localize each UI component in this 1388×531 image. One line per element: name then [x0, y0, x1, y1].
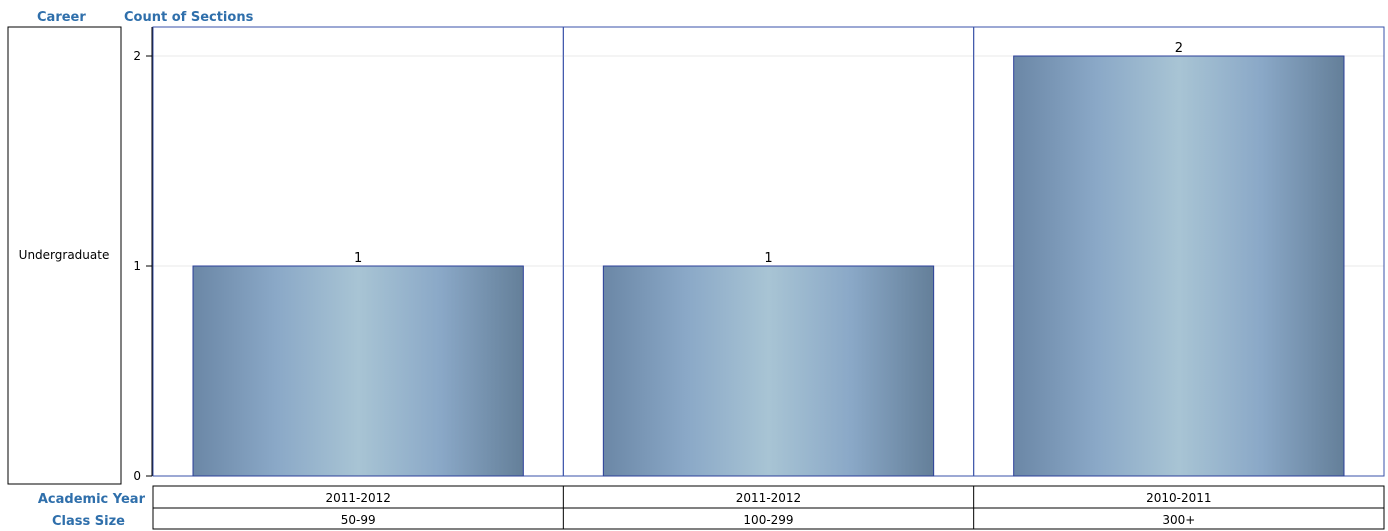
row-label-undergraduate: Undergraduate: [19, 248, 110, 262]
column-header-table: 2011-2012 50-99 2011-2012 100-299 2010-2011 3…: [152, 485, 1385, 530]
y-tick-label: 2: [133, 49, 141, 63]
y-tick-label: 1: [133, 259, 141, 273]
class-size-cell: 300+: [1162, 513, 1195, 527]
bar: [192, 265, 524, 477]
academic-year-cell: 2010-2011: [1146, 491, 1211, 505]
measure-header: Count of Sections: [124, 10, 254, 25]
class-size-header: Class Size: [52, 514, 125, 529]
y-axis: 0 1 2: [133, 27, 153, 483]
academic-year-header: Academic Year: [38, 492, 146, 507]
academic-year-cell: 2011-2012: [736, 491, 801, 505]
academic-year-cell: 2011-2012: [325, 491, 390, 505]
class-size-cell: 50-99: [341, 513, 376, 527]
class-size-cell: 100-299: [743, 513, 793, 527]
plot-area: 1 1 2: [152, 26, 1385, 477]
bar-data-label: 1: [764, 251, 772, 266]
bar-data-label: 2: [1175, 41, 1183, 56]
y-tick-label: 0: [133, 469, 141, 483]
bar: [1013, 55, 1345, 477]
row-label-box: [7, 26, 122, 485]
bar: [602, 265, 935, 477]
bar-data-label: 1: [354, 251, 362, 266]
career-header: Career: [37, 10, 86, 25]
